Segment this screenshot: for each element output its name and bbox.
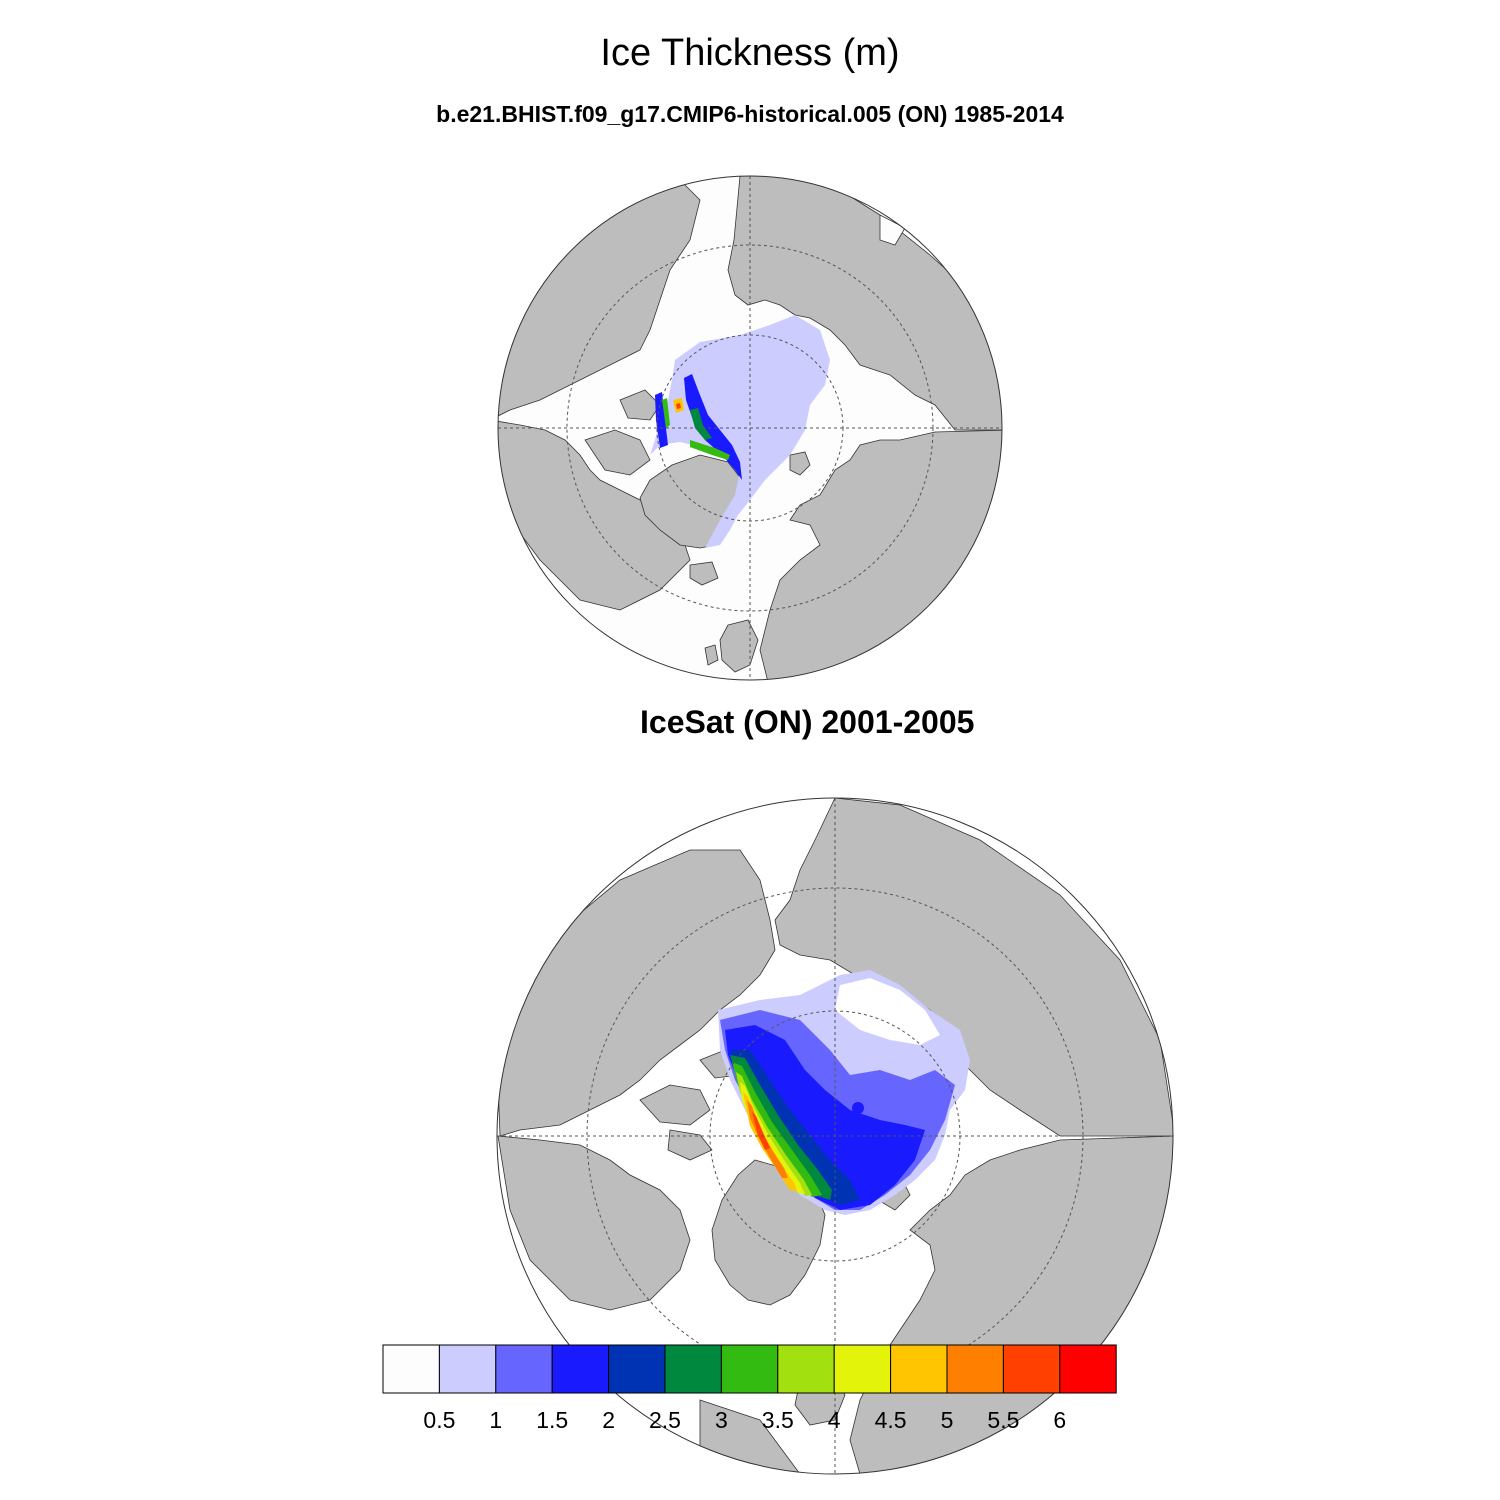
colorbar-tick-label: 0.5 [423, 1407, 455, 1433]
ice-model-green [690, 408, 712, 440]
colorbar-labels: 0.5 1 1.5 2 2.5 3 3.5 4 4.5 5 5.5 6 [423, 1407, 1066, 1433]
colorbar-swatch [946, 1344, 1004, 1394]
panel-2-subtitle: IceSat (ON) 2001-2005 [640, 704, 975, 740]
colorbar-swatch [438, 1344, 497, 1394]
ice-obs-4 [740, 1082, 805, 1194]
colorbar-tick-label: 4.5 [875, 1407, 907, 1433]
ice-obs-thick-spot [852, 1102, 864, 1114]
colorbar-swatch [608, 1344, 666, 1394]
colorbar-swatch [664, 1344, 722, 1394]
map-1-sea-ice [650, 315, 830, 548]
colorbar-swatch [890, 1344, 948, 1394]
map-2-sea-ice [718, 970, 970, 1215]
colorbar-tick-label: 1.5 [536, 1407, 568, 1433]
colorbar-swatch [1002, 1344, 1061, 1394]
colorbar-tick-label: 5 [941, 1407, 954, 1433]
map-2-land [497, 798, 1173, 1474]
colorbar [382, 1344, 1117, 1394]
map-panel-icesat [496, 797, 1174, 1475]
ice-model-thin [650, 315, 830, 548]
colorbar-tick-label: 6 [1053, 1407, 1066, 1433]
map-2-border [496, 797, 1174, 1475]
map-1-graticule [498, 176, 1002, 680]
ice-model-strip-left-green [662, 398, 670, 428]
map-1-land [498, 176, 1002, 680]
colorbar-swatch [833, 1344, 892, 1394]
colorbar-tick-label: 4 [828, 1407, 841, 1433]
ice-obs-5 [747, 1100, 788, 1178]
map-panel-model [497, 175, 1003, 681]
map-2-graticule [497, 798, 1173, 1474]
colorbar-tick-label: 2.5 [649, 1407, 681, 1433]
ice-model-thickest-spot [676, 403, 681, 409]
colorbar-swatch [382, 1344, 440, 1394]
ice-model-1-5 [684, 374, 742, 480]
ice-obs-3 [732, 1062, 822, 1197]
colorbar-tick-label: 3.5 [762, 1407, 794, 1433]
colorbar-swatch [720, 1344, 779, 1394]
ice-obs-1-5 [725, 1025, 925, 1210]
colorbar-swatch [551, 1344, 610, 1394]
ice-obs-5-5 [752, 1112, 770, 1150]
colorbar-tick-label: 3 [715, 1407, 728, 1433]
map-1-border [497, 175, 1003, 681]
colorbar-swatch [1059, 1344, 1117, 1394]
ice-obs-open-water [835, 978, 940, 1045]
figure-title: Ice Thickness (m) [600, 32, 900, 74]
ice-obs-2 [730, 1050, 860, 1205]
panel-1-subtitle: b.e21.BHIST.f09_g17.CMIP6-historical.005… [436, 101, 1064, 127]
ice-obs-2-5 [730, 1055, 832, 1200]
colorbar-swatch [495, 1344, 553, 1394]
colorbar-tick-label: 5.5 [987, 1407, 1019, 1433]
ice-obs-3-5 [736, 1072, 812, 1196]
ice-model-strip-bottom [690, 440, 730, 460]
colorbar-swatch [777, 1344, 835, 1394]
ice-model-strip-left [655, 392, 668, 448]
colorbar-tick-label: 2 [602, 1407, 615, 1433]
colorbar-tick-label: 1 [489, 1407, 502, 1433]
